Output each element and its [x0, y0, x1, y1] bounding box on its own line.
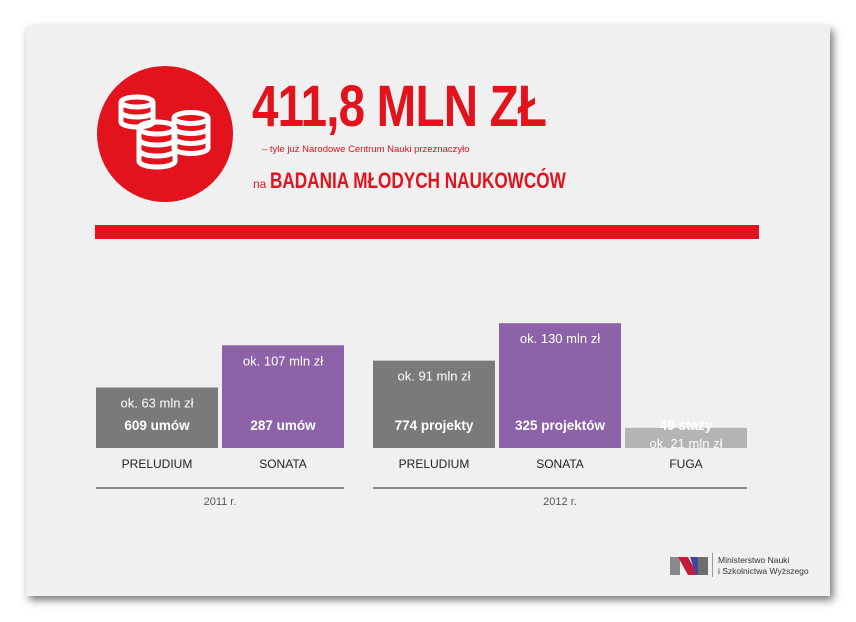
bar-fuga-2: [625, 427, 747, 448]
amount-label-sonata-1: ok. 107 mln zł: [243, 353, 323, 368]
bar-preludium-2: [373, 360, 495, 448]
mnisw-logo-icon: [670, 557, 708, 575]
count-label-sonata-2: 325 projektów: [515, 418, 606, 433]
count-label-preludium-1: 609 umów: [124, 418, 190, 433]
bar-preludium-1: [96, 387, 218, 448]
category-label-sonata-1: SONATA: [259, 457, 307, 471]
category-label-preludium-1: PRELUDIUM: [122, 457, 193, 471]
amount-label-fuga-2: ok. 21 mln zł: [650, 436, 723, 451]
divider-bar: [95, 225, 759, 239]
headline-amount: 411,8 MLN ZŁ: [252, 74, 547, 139]
category-label-fuga-2: FUGA: [669, 457, 702, 471]
ministry-name-line1: Ministerstwo Nauki: [718, 555, 790, 565]
coins-icon: [97, 66, 233, 202]
year-label-1: 2011 r.: [204, 496, 237, 508]
amount-label-preludium-2: ok. 91 mln zł: [398, 369, 471, 384]
year-label-2: 2012 r.: [543, 496, 577, 508]
count-label-sonata-1: 287 umów: [250, 418, 316, 433]
ministry-name-line2: i Szkolnictwa Wyższego: [718, 566, 809, 576]
bar-sonata-1: [222, 345, 344, 448]
category-label-sonata-2: SONATA: [536, 457, 584, 471]
headline-tagline: na BADANIA MŁODYCH NAUKOWCÓW: [253, 168, 650, 194]
count-label-fuga-2: 49 staży: [660, 418, 713, 433]
bar-sonata-2: [499, 323, 621, 448]
tagline-prefix: na: [253, 177, 267, 191]
amount-label-preludium-1: ok. 63 mln zł: [121, 396, 194, 411]
count-label-preludium-2: 774 projekty: [395, 418, 474, 433]
amount-label-sonata-2: ok. 130 mln zł: [520, 331, 600, 346]
tagline-emphasis: BADANIA MŁODYCH NAUKOWCÓW: [270, 168, 567, 193]
ministry-separator: [712, 553, 713, 577]
category-label-preludium-2: PRELUDIUM: [399, 457, 470, 471]
headline-subline: – tyle już Narodowe Centrum Nauki przezn…: [262, 144, 470, 155]
